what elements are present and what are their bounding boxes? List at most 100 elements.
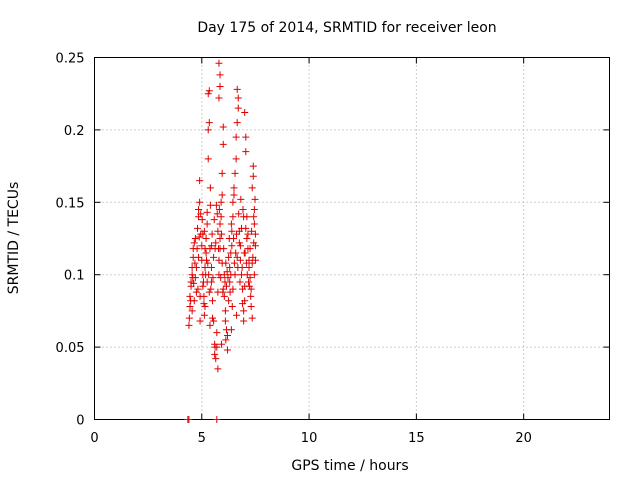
data-point	[185, 416, 193, 423]
data-point	[207, 263, 215, 271]
data-point	[192, 288, 200, 296]
data-points	[184, 59, 259, 423]
data-point	[215, 59, 223, 67]
data-point	[229, 213, 237, 221]
data-point	[230, 235, 238, 242]
data-point	[191, 235, 199, 242]
data-point	[209, 297, 217, 305]
data-point	[225, 253, 233, 261]
data-point	[229, 198, 237, 206]
data-point	[197, 210, 205, 218]
data-point	[219, 288, 227, 296]
data-point	[240, 307, 248, 315]
data-point	[250, 206, 258, 214]
data-point	[242, 148, 250, 156]
data-point	[245, 278, 253, 286]
data-point	[196, 292, 204, 300]
data-point	[233, 119, 241, 127]
data-point	[242, 259, 250, 267]
data-point	[239, 206, 247, 214]
data-point	[246, 245, 254, 253]
data-point	[194, 285, 202, 293]
y-tick-label: 0.2	[64, 124, 85, 139]
data-point	[202, 271, 210, 279]
data-point	[236, 278, 244, 286]
data-point	[212, 355, 220, 363]
data-point	[211, 343, 219, 351]
data-point	[244, 230, 252, 238]
data-point	[206, 201, 214, 209]
data-point	[250, 220, 258, 228]
x-axis-label: GPS time / hours	[291, 458, 408, 474]
y-tick-labels: 0 0.05 0.1 0.15 0.2 0.25	[56, 52, 85, 429]
data-point	[196, 177, 204, 185]
data-point	[228, 303, 236, 311]
data-point	[225, 297, 233, 305]
data-point	[218, 340, 226, 348]
data-point	[249, 253, 257, 261]
data-point	[205, 87, 213, 95]
data-point	[196, 198, 204, 206]
data-point	[185, 314, 193, 322]
data-point	[241, 109, 249, 117]
data-point	[224, 332, 232, 340]
data-point	[216, 71, 224, 79]
data-point	[238, 263, 246, 271]
data-point	[235, 239, 243, 247]
data-point	[213, 416, 221, 423]
x-tick-label: 15	[408, 431, 425, 446]
x-tick-label: 20	[515, 431, 532, 446]
data-point	[221, 307, 229, 315]
data-point	[251, 230, 259, 238]
data-point	[206, 321, 214, 329]
data-point	[245, 282, 253, 290]
data-point	[205, 288, 213, 296]
data-point	[214, 227, 222, 235]
data-point	[198, 242, 206, 250]
data-point	[216, 82, 224, 90]
data-point	[204, 259, 212, 267]
data-point	[192, 263, 200, 271]
data-point	[209, 274, 217, 282]
data-point	[247, 285, 255, 293]
data-point	[233, 311, 241, 319]
data-point	[221, 317, 229, 325]
data-point	[209, 314, 217, 322]
data-point	[206, 245, 214, 253]
data-point	[195, 233, 203, 241]
y-tick-label: 0	[76, 414, 84, 429]
plot-frame	[94, 57, 610, 420]
data-point	[188, 307, 196, 315]
data-point	[248, 227, 256, 235]
data-point	[214, 365, 222, 373]
data-point	[207, 285, 215, 293]
data-point	[240, 213, 248, 221]
data-point	[199, 282, 207, 290]
data-point	[210, 253, 218, 261]
data-point	[202, 235, 210, 242]
data-point	[222, 259, 230, 267]
data-point	[248, 314, 256, 322]
data-point	[196, 317, 204, 325]
data-point	[250, 213, 258, 221]
data-point	[216, 235, 224, 242]
data-point	[215, 94, 223, 102]
chart-title: Day 175 of 2014, SRMTID for receiver leo…	[197, 20, 496, 36]
x-tick-label: 10	[301, 431, 318, 446]
data-point	[204, 126, 212, 134]
data-point	[205, 119, 213, 127]
data-point	[195, 206, 203, 214]
data-point	[230, 184, 238, 192]
data-point	[233, 230, 241, 238]
data-point	[251, 195, 259, 203]
data-point	[200, 311, 208, 319]
data-point	[188, 271, 196, 279]
data-point	[198, 216, 206, 224]
data-point	[208, 230, 216, 238]
data-point	[210, 317, 218, 325]
data-point	[206, 184, 214, 192]
data-point	[222, 336, 230, 344]
y-tick-label: 0.25	[56, 52, 85, 67]
data-point	[190, 239, 198, 247]
